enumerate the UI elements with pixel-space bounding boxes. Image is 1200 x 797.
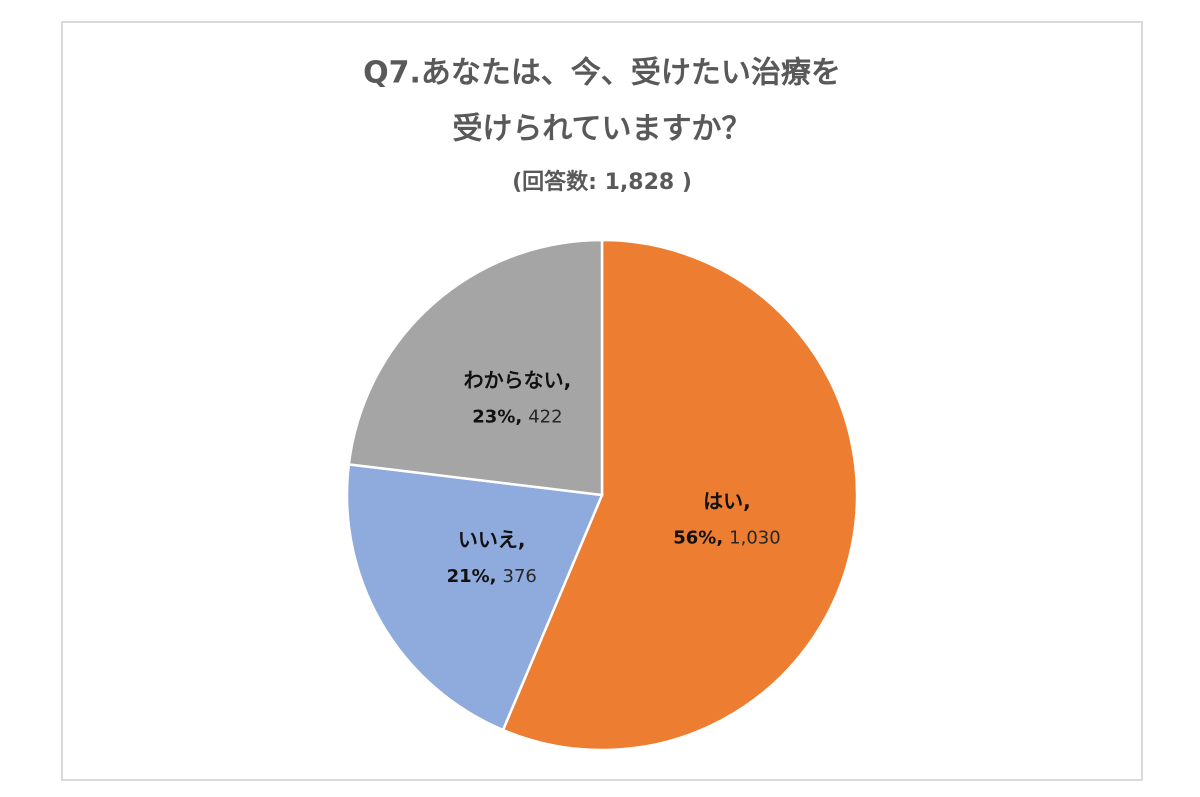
percentage-label: 21%, [447, 566, 497, 587]
category-label: わからない, [464, 368, 572, 392]
value-label: 21%, 376 [447, 566, 537, 587]
data-labels: はい, 56%, 1,030 いいえ, 21%, 376 わからない, 23%, 422 [447, 368, 781, 587]
count-label: 376 [503, 566, 537, 587]
count-label: 422 [528, 407, 562, 428]
count-label: 1,030 [729, 527, 781, 548]
value-label: 23%, 422 [472, 407, 562, 428]
pie-slice [347, 238, 604, 497]
category-label: はい, [703, 489, 751, 513]
percentage-label: 56%, [673, 527, 723, 548]
chart-title: 受けられていますか？ [452, 112, 751, 147]
percentage-label: 23%, [472, 407, 522, 428]
pie-slice [501, 238, 859, 752]
pie [345, 238, 859, 752]
chart-title: Q7.あなたは、今、受けたい治療を [363, 56, 841, 91]
chart-subtitle: (回答数: 1,828 ) [512, 169, 692, 195]
pie-slice [345, 463, 604, 732]
category-label: いいえ, [458, 528, 526, 552]
value-label: 56%, 1,030 [673, 527, 780, 548]
